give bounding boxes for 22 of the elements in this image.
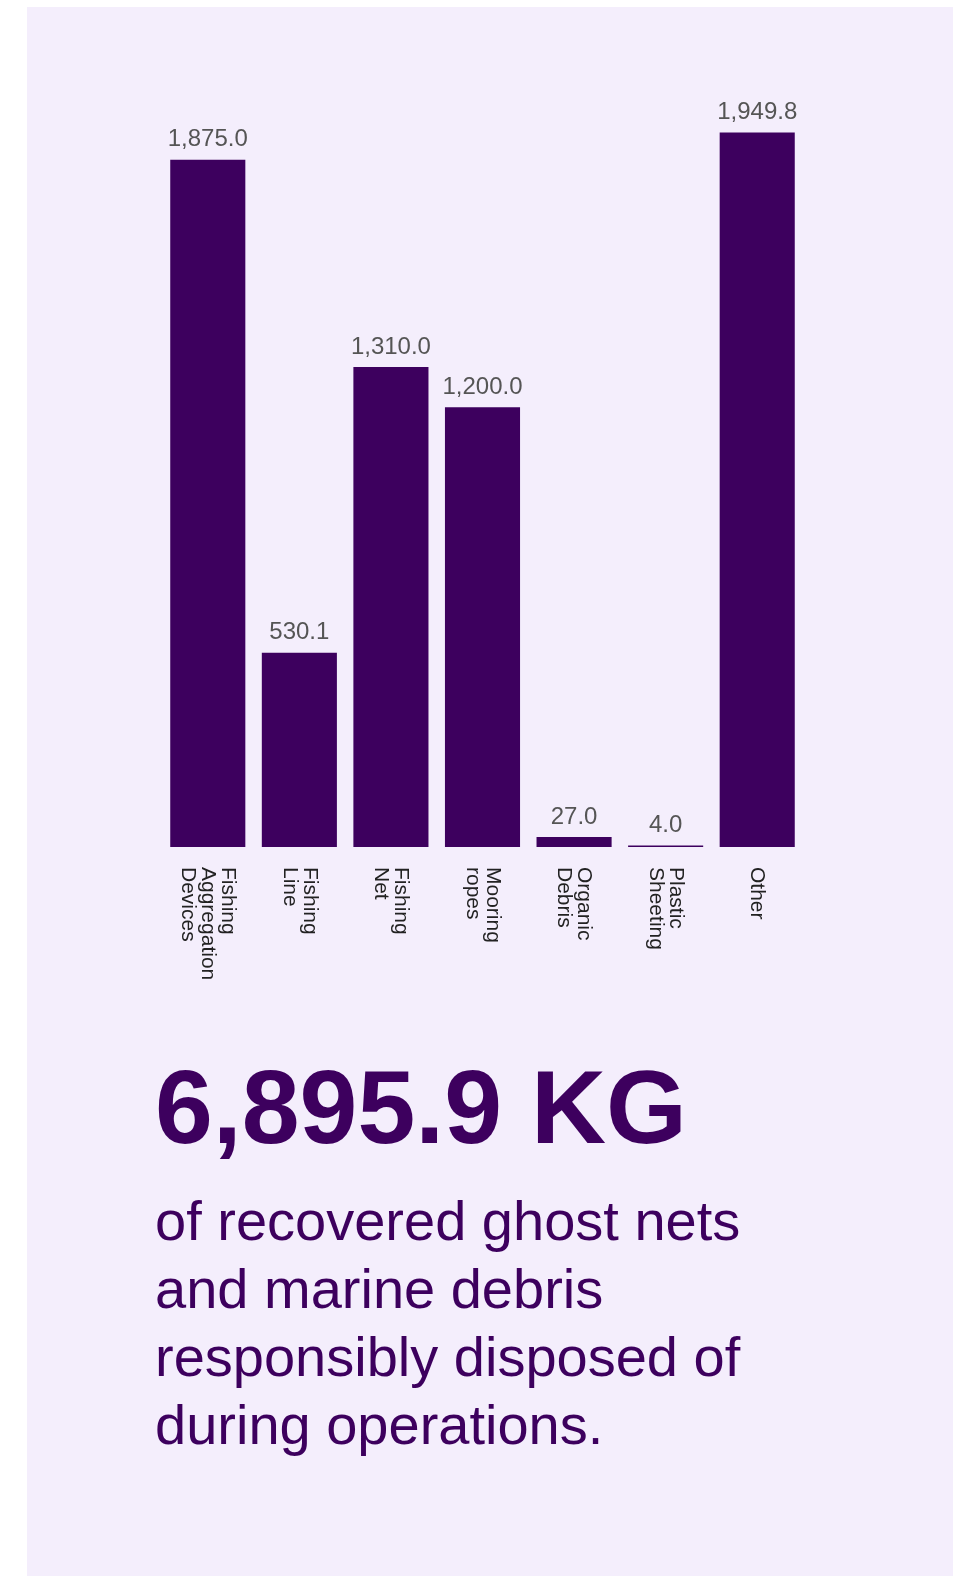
data-label: 1,200.0 [442, 371, 523, 399]
data-label: 1,875.0 [167, 124, 248, 152]
data-label: 4.0 [648, 810, 683, 838]
data-label: 1,949.8 [717, 97, 798, 125]
bar [444, 407, 521, 847]
data-label: 27.0 [550, 801, 598, 829]
data-label: 530.1 [269, 617, 330, 645]
data-label: 1,310.0 [350, 331, 431, 359]
x-tick-label: Other [747, 867, 771, 920]
bar [170, 159, 246, 847]
x-tick-label: Plastic Sheeting [645, 867, 689, 950]
x-tick-label: Fishing Net [371, 867, 415, 935]
bar [353, 366, 429, 847]
x-tick-label: Fishing Line [279, 867, 323, 935]
bar [536, 837, 612, 847]
bar [261, 652, 337, 847]
x-tick-label: Mooring ropes [462, 867, 506, 943]
bar [719, 132, 795, 847]
x-tick-label: Organic Debris [554, 867, 598, 941]
x-tick-label: Fishing Aggregation Devices [177, 867, 241, 981]
text: 6,895.9 KG [155, 1048, 687, 1167]
text: of recovered ghost nets and marine debris responsibly disposed of during operations. [155, 1188, 742, 1458]
